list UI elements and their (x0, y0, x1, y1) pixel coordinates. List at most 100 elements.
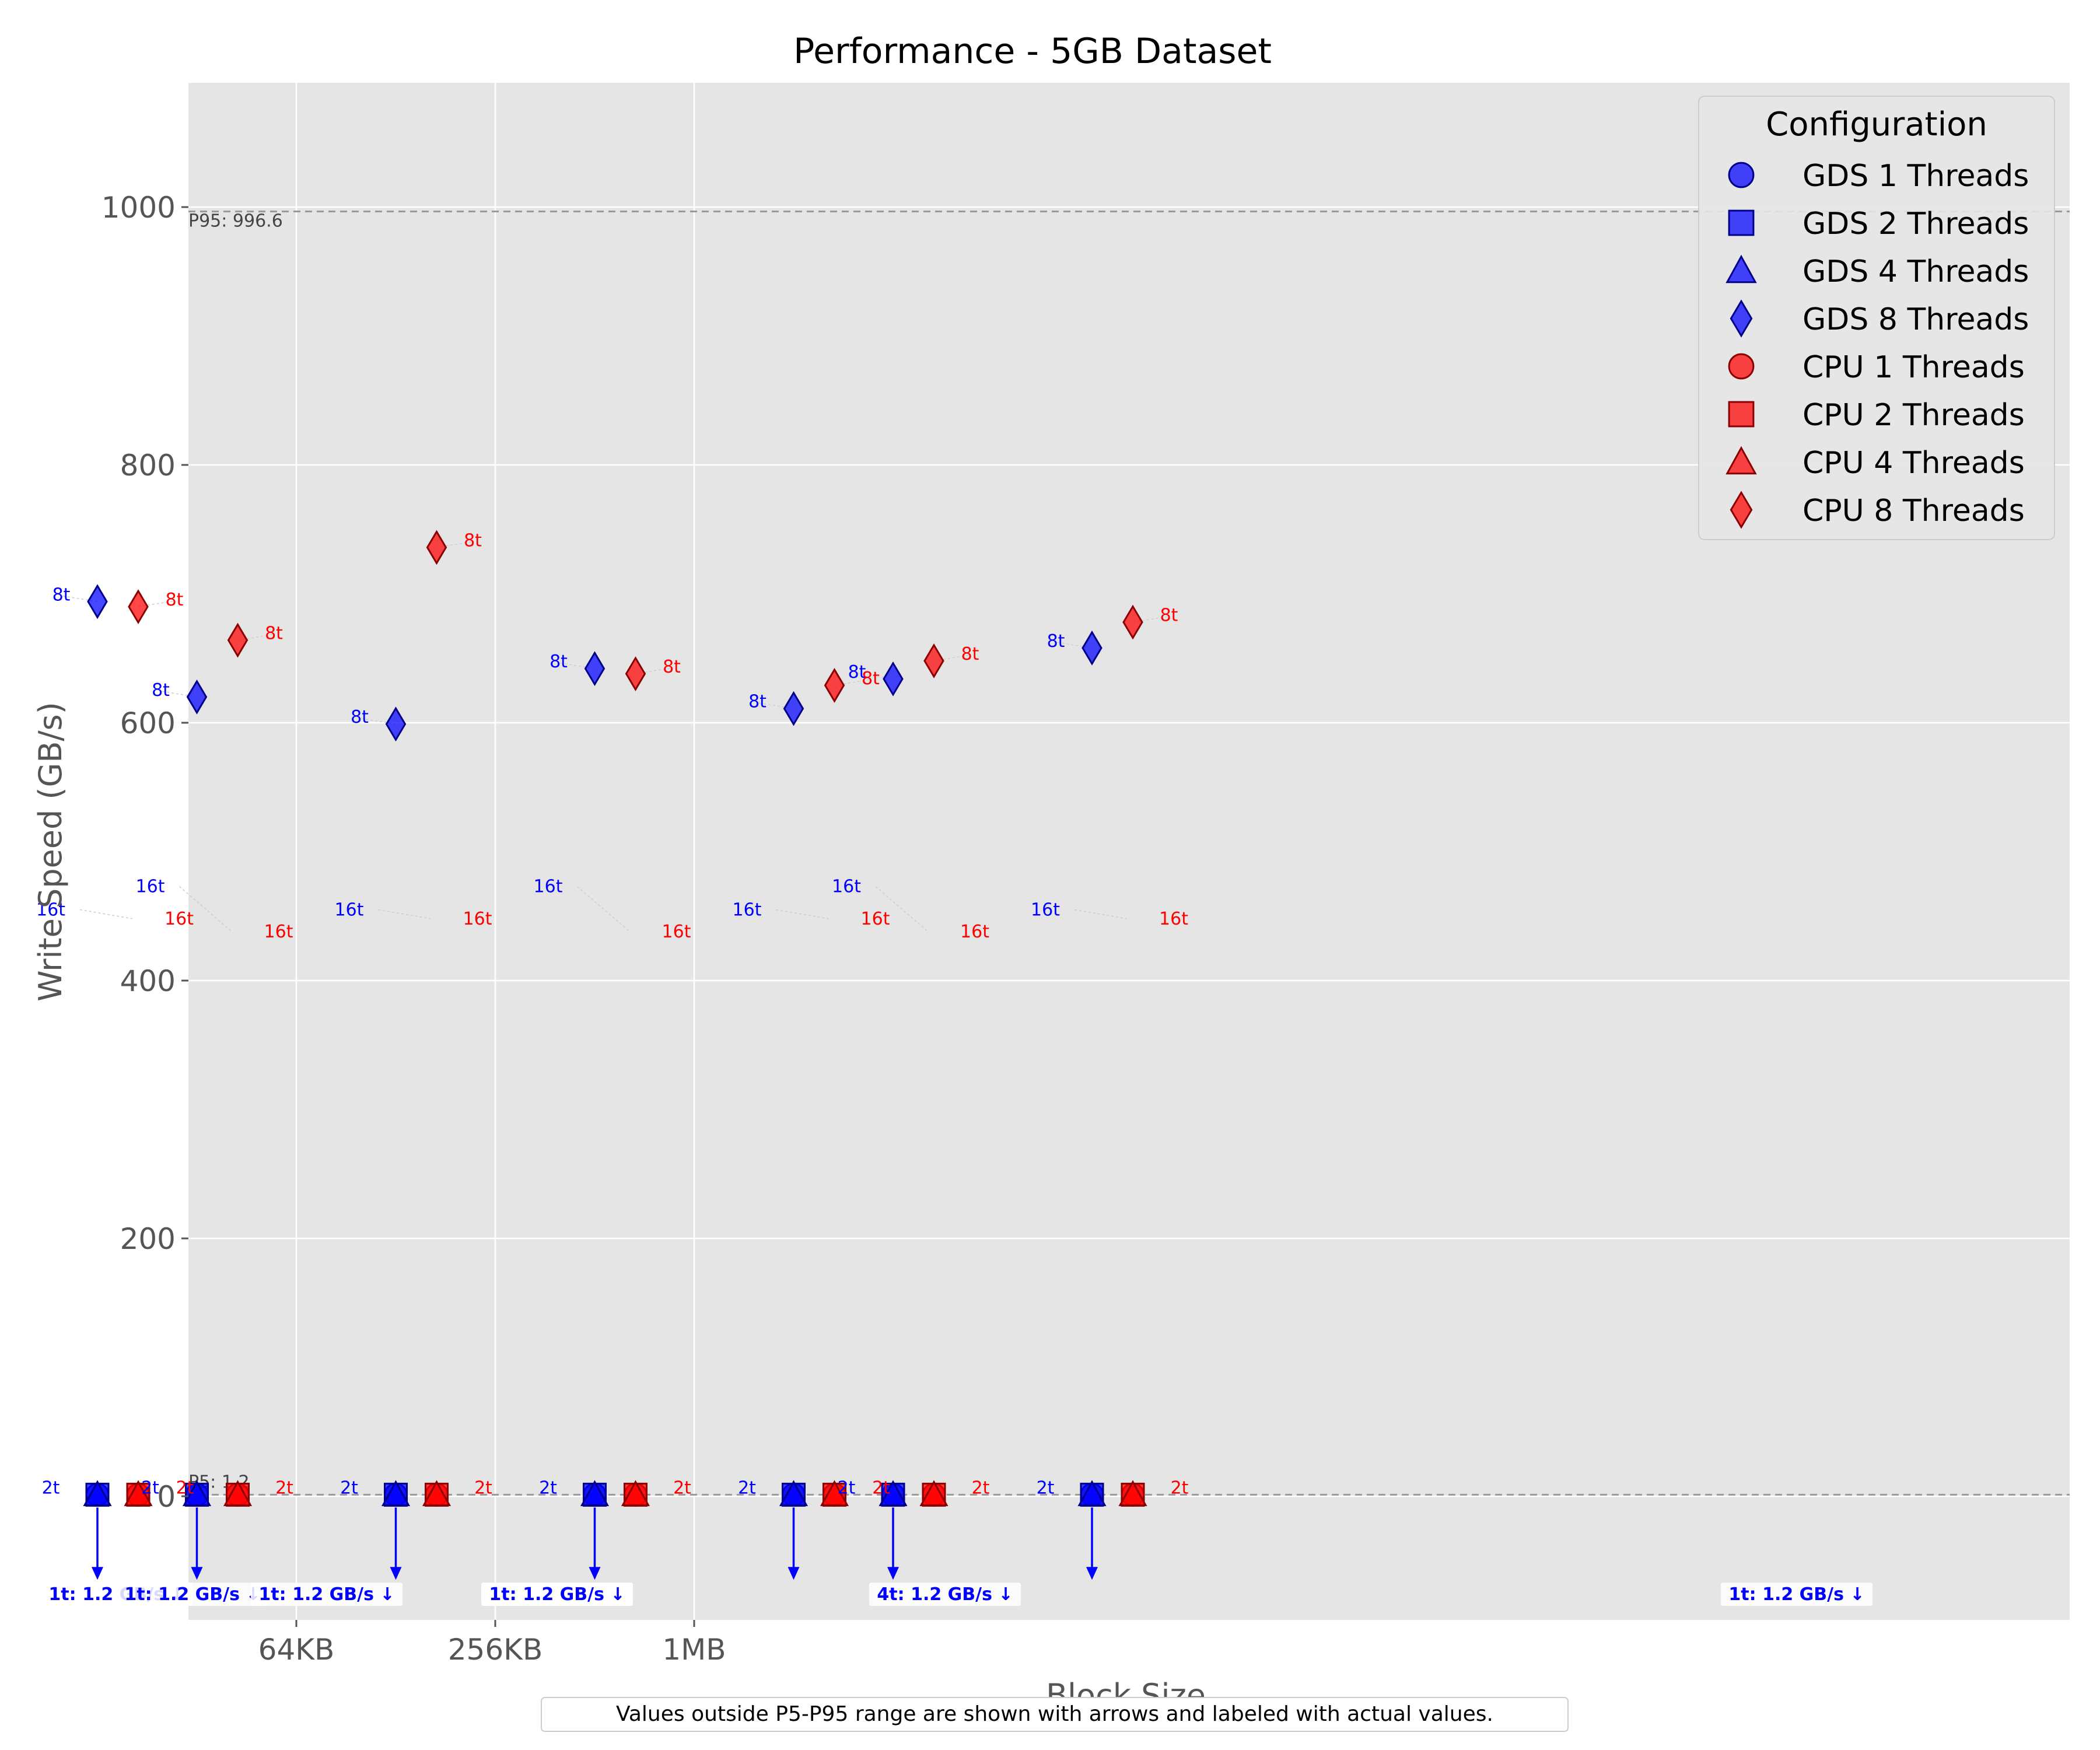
y-tick-label: 1000 (102, 191, 176, 225)
legend-marker (1728, 162, 1755, 188)
point-label: 2t (1171, 1478, 1189, 1498)
data-point (385, 706, 407, 742)
legend-entry: CPU 8 Threads (1730, 491, 2025, 529)
outlier-arrow-head (887, 1567, 899, 1580)
data-point (186, 679, 208, 715)
data-marks (83, 530, 1147, 1507)
point-label: 8t (351, 707, 369, 727)
data-point (124, 1480, 153, 1506)
legend-entry: CPU 4 Threads (1726, 446, 2025, 481)
data-point (381, 1480, 411, 1506)
point-label: 16t (832, 877, 861, 897)
point-label: 8t (152, 680, 170, 701)
point-label: 16t (335, 900, 364, 920)
footnote-box: Values outside P5-P95 range are shown wi… (541, 1697, 1569, 1732)
legend-entry: CPU 1 Threads (1728, 350, 2025, 385)
legend-entry: GDS 4 Threads (1726, 254, 2029, 289)
data-point (128, 589, 149, 625)
outlier-arrow-head (1086, 1567, 1098, 1580)
x-axis: 64KB 256KB 1MB (258, 1620, 726, 1667)
data-point (83, 1480, 112, 1506)
point-label: 2t (872, 1478, 890, 1498)
data-point (87, 584, 108, 620)
point-label: 16t (164, 909, 194, 929)
legend-label: GDS 2 Threads (1803, 206, 2029, 242)
y-tick-label: 400 (120, 964, 176, 998)
point-label: 8t (464, 530, 482, 551)
point-label: 8t (1160, 606, 1178, 626)
legend-marker (1728, 353, 1755, 380)
data-point (779, 1480, 808, 1506)
y-tick-label: 200 (120, 1222, 176, 1256)
legend-entry: GDS 1 Threads (1728, 159, 2029, 194)
point-label: 2t (539, 1478, 557, 1498)
point-label: 2t (838, 1478, 856, 1498)
point-label: 16t (463, 909, 492, 929)
legend-label: CPU 2 Threads (1803, 398, 2025, 433)
y-axis-label: Write Speed (GB/s) (32, 702, 69, 1002)
data-point (1122, 604, 1143, 640)
legend-title: Configuration (1766, 106, 1987, 144)
chart-title: Performance - 5GB Dataset (793, 31, 1272, 72)
data-point (878, 1480, 908, 1506)
outlier-label-box (251, 1583, 402, 1606)
point-label: 16t (264, 922, 293, 942)
point-label: 8t (166, 590, 184, 610)
x-tick-label: 1MB (662, 1633, 726, 1667)
outlier-arrow-head (589, 1567, 601, 1580)
data-point (824, 667, 845, 703)
outlier-label: 1t: 1.2 GB/s ↓ (251, 1583, 402, 1606)
point-label: 16t (1159, 909, 1188, 929)
point-label: 8t (961, 644, 979, 664)
point-label: 2t (42, 1478, 60, 1498)
y-axis: 0 200 400 600 800 1000 (102, 191, 188, 1514)
data-point (625, 656, 646, 691)
point-label: 2t (141, 1478, 159, 1498)
data-point (1118, 1480, 1147, 1506)
outlier-arrow-head (788, 1567, 800, 1580)
label-connector (875, 886, 929, 932)
outlier-label: 1t: 1.2 GB/s ↓ (481, 1583, 633, 1606)
legend-label: CPU 4 Threads (1803, 446, 2025, 481)
point-label: 16t (861, 909, 890, 929)
outlier-label: 4t: 1.2 GB/s ↓ (869, 1583, 1021, 1606)
point-label: 2t (340, 1478, 358, 1498)
point-label: 16t (960, 922, 989, 942)
label-connector (577, 886, 630, 932)
outlier-label-text: 1t: 1.2 GB/s ↓ (124, 1584, 260, 1605)
point-label: 8t (1047, 631, 1065, 652)
point-label: 2t (972, 1478, 990, 1498)
legend-label: GDS 4 Threads (1803, 254, 2029, 289)
label-connector (79, 909, 133, 919)
data-point (820, 1480, 849, 1506)
data-point (923, 643, 944, 678)
data-point (919, 1480, 949, 1506)
y-tick-label: 0 (157, 1480, 176, 1514)
legend-marker (1728, 209, 1755, 236)
point-label: 2t (176, 1478, 194, 1498)
data-point (422, 1480, 452, 1506)
point-label: 8t (265, 624, 283, 644)
point-label: 2t (673, 1478, 691, 1498)
point-label: 16t (1031, 900, 1060, 920)
outlier-arrow-head (390, 1567, 402, 1580)
y-tick-label: 600 (120, 706, 176, 740)
outlier-label-box (117, 1583, 268, 1606)
outlier-label-text: 4t: 1.2 GB/s ↓ (877, 1584, 1013, 1605)
data-point (584, 651, 606, 687)
legend-marker (1730, 299, 1753, 338)
label-connector (179, 886, 232, 932)
grid-lines (188, 83, 2070, 1620)
point-label: 8t (748, 692, 766, 712)
data-point (621, 1480, 650, 1506)
point-label: 2t (275, 1478, 293, 1498)
legend-label: GDS 1 Threads (1803, 159, 2029, 194)
data-point (1082, 630, 1102, 666)
outlier-label: 1t: 1.2 GB/s ↓ (117, 1583, 268, 1606)
outlier-label-box (481, 1583, 633, 1606)
point-label: 8t (663, 657, 681, 677)
data-point (426, 530, 447, 565)
point-label: 2t (1037, 1478, 1055, 1498)
point-label: 16t (733, 900, 762, 920)
